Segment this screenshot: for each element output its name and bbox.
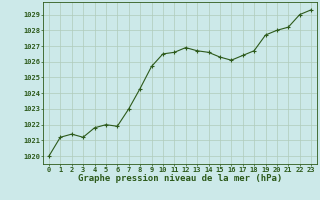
X-axis label: Graphe pression niveau de la mer (hPa): Graphe pression niveau de la mer (hPa) [78,174,282,183]
